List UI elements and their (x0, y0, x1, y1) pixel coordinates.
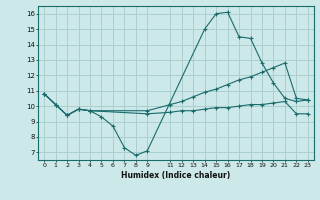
X-axis label: Humidex (Indice chaleur): Humidex (Indice chaleur) (121, 171, 231, 180)
